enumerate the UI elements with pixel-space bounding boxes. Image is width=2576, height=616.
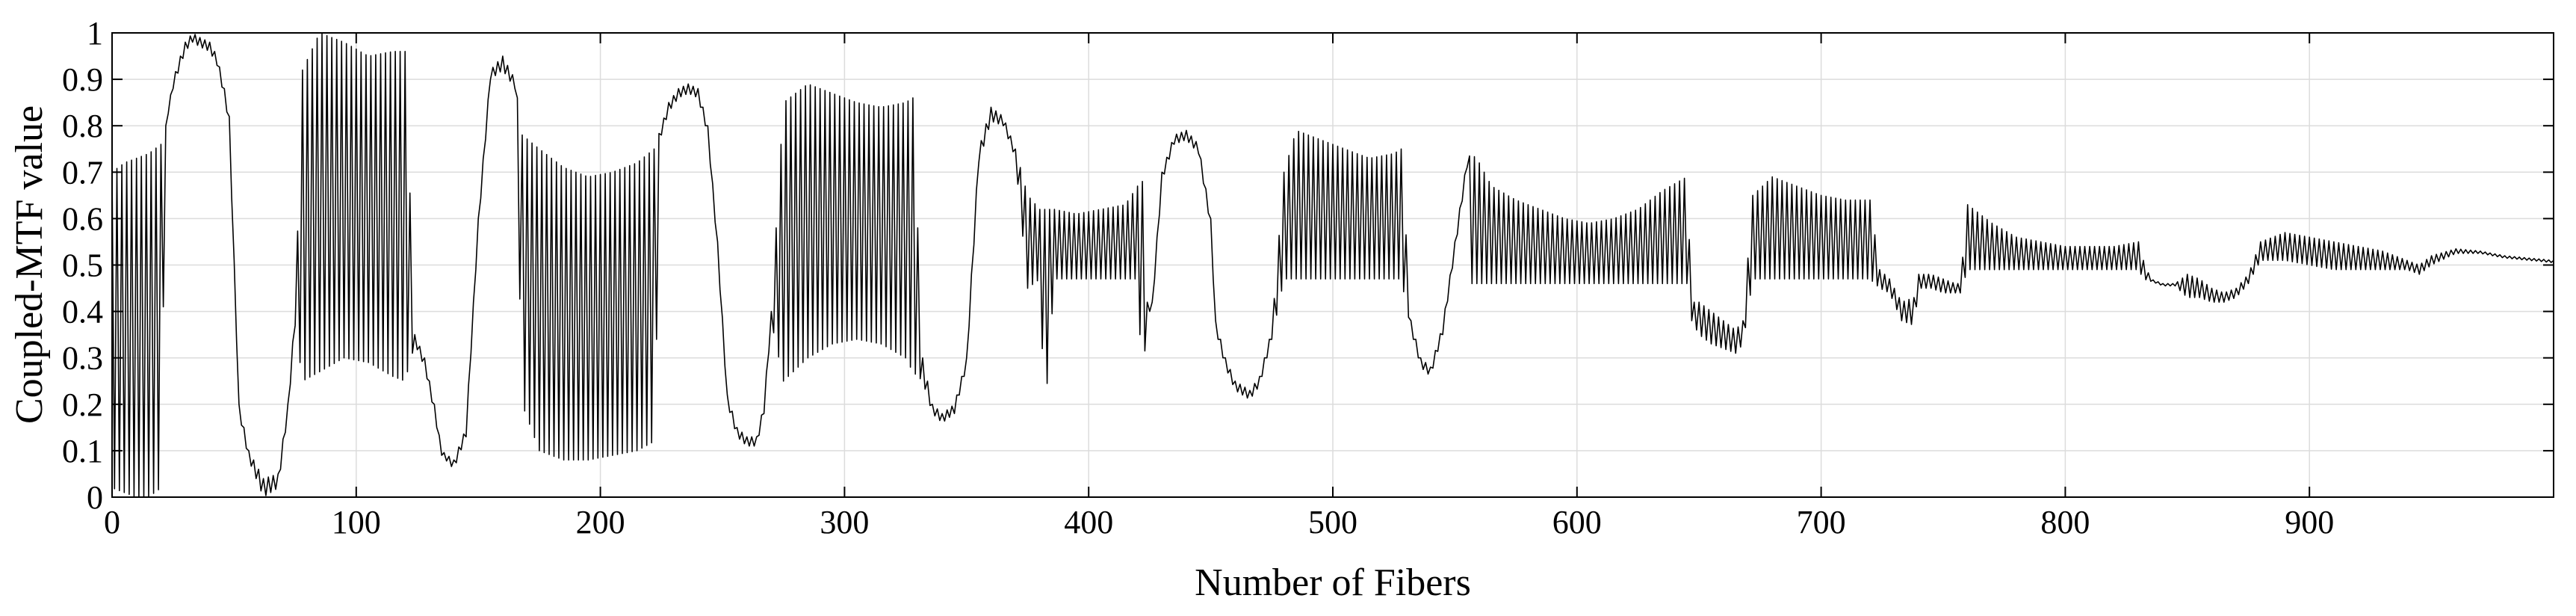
y-tick-label: 0.3 (62, 340, 103, 377)
y-axis-title: Coupled-MTF value (8, 105, 51, 424)
x-tick-label: 300 (820, 504, 869, 540)
x-tick-label: 700 (1797, 504, 1846, 540)
y-tick-label: 0.6 (62, 200, 103, 237)
x-tick-label: 200 (576, 504, 625, 540)
y-tick-label: 0.8 (62, 108, 103, 144)
x-tick-label: 800 (2040, 504, 2090, 540)
x-tick-label: 400 (1064, 504, 1113, 540)
data-series (111, 33, 2554, 498)
axis-ticks (111, 32, 2554, 498)
y-tick-labels: 0 0.1 0.2 0.3 0.4 0.5 0.6 0.7 0.8 0.9 1 (62, 15, 103, 516)
x-tick-label: 0 (104, 504, 120, 540)
coupled-mtf-line (111, 33, 2554, 498)
grid-lines (111, 32, 2554, 498)
y-tick-label: 0.4 (62, 294, 103, 330)
y-tick-label: 0.5 (62, 247, 103, 284)
x-tick-label: 500 (1308, 504, 1357, 540)
x-tick-label: 100 (332, 504, 381, 540)
x-tick-label: 600 (1552, 504, 1602, 540)
y-tick-label: 0.1 (62, 433, 103, 469)
x-tick-label: 900 (2285, 504, 2334, 540)
y-tick-label: 0 (87, 479, 103, 516)
x-axis-title: Number of Fibers (1195, 561, 1471, 604)
y-tick-label: 0.7 (62, 154, 103, 191)
y-tick-label: 1 (87, 15, 103, 52)
x-tick-labels: 0 100 200 300 400 500 600 700 800 900 (104, 504, 2334, 540)
y-tick-label: 0.2 (62, 386, 103, 423)
y-tick-label: 0.9 (62, 61, 103, 98)
